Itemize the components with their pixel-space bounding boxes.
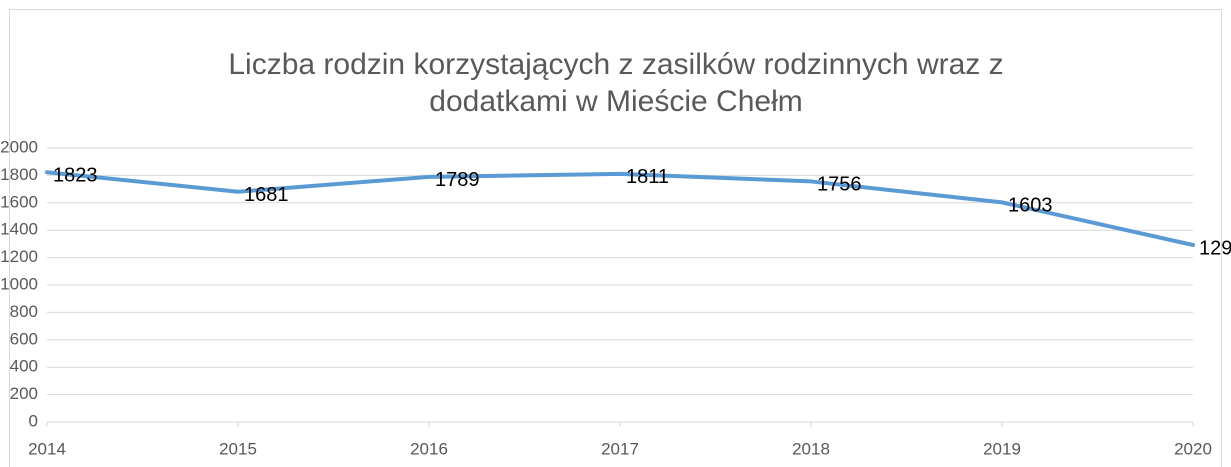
y-tick-label: 200: [10, 384, 38, 403]
y-tick-label: 1400: [0, 220, 38, 239]
chart-title: Liczba rodzin korzystających z zasilków …: [228, 48, 1003, 81]
y-tick-label: 1800: [0, 165, 38, 184]
data-label: 1789: [435, 169, 480, 191]
chart-title: dodatkami w Mieście Chełm: [429, 85, 802, 118]
line-series: [45, 170, 1195, 247]
y-tick-label: 400: [10, 357, 38, 376]
x-tick-label: 2014: [28, 439, 66, 458]
data-label: 1823: [53, 165, 98, 187]
y-tick-label: 1000: [0, 274, 38, 293]
x-tick-label: 2019: [983, 439, 1021, 458]
data-label: 1292: [1199, 237, 1231, 259]
chart-frame: [9, 9, 1222, 467]
data-label: 1811: [626, 166, 669, 188]
x-tick-label: 2015: [219, 439, 257, 458]
y-tick-label: 600: [10, 329, 38, 348]
y-tick-label: 2000: [0, 137, 38, 156]
y-tick-label: 1200: [0, 247, 38, 266]
x-tick-label: 2017: [601, 439, 639, 458]
y-tick-label: 1600: [0, 192, 38, 211]
data-label: 1756: [817, 174, 862, 196]
data-label: 1603: [1008, 195, 1053, 217]
x-tick-label: 2016: [410, 439, 448, 458]
data-label: 1681: [244, 184, 289, 206]
y-tick-label: 800: [10, 302, 38, 321]
x-tick-label: 2020: [1174, 439, 1212, 458]
x-tick-label: 2018: [792, 439, 830, 458]
y-tick-label: 0: [29, 411, 38, 430]
